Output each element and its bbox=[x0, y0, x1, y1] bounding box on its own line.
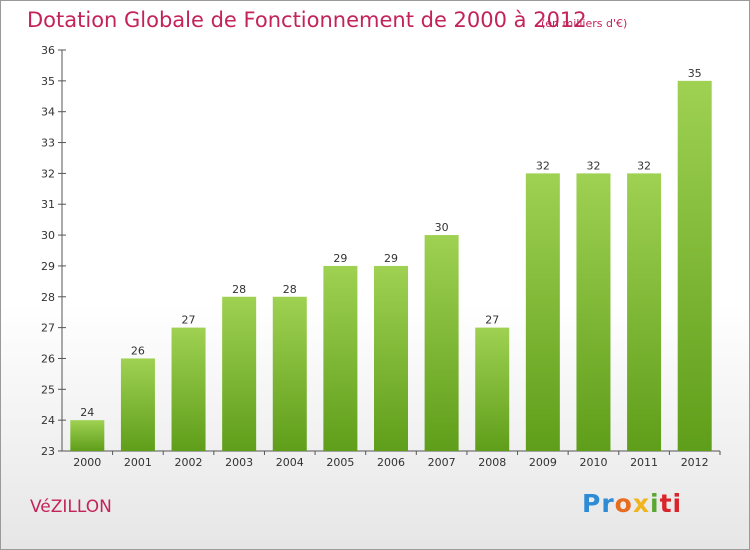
y-tick-label: 28 bbox=[41, 291, 55, 304]
data-label: 32 bbox=[586, 159, 600, 172]
bar bbox=[525, 173, 560, 451]
chart-subtitle: (en milliers d'€) bbox=[541, 17, 628, 30]
y-tick-label: 36 bbox=[41, 44, 55, 57]
y-tick-label: 26 bbox=[41, 352, 55, 365]
x-tick-label: 2011 bbox=[630, 456, 658, 469]
x-tick-label: 2010 bbox=[579, 456, 607, 469]
bar bbox=[222, 296, 257, 451]
y-tick-label: 30 bbox=[41, 229, 55, 242]
bar bbox=[323, 265, 358, 451]
bar bbox=[70, 420, 105, 451]
data-label: 29 bbox=[333, 252, 347, 265]
chart-title: Dotation Globale de Fonctionnement de 20… bbox=[27, 8, 587, 32]
bar bbox=[374, 265, 408, 451]
bar bbox=[627, 173, 662, 451]
x-tick-label: 2009 bbox=[529, 456, 557, 469]
data-label: 26 bbox=[131, 344, 145, 357]
bar bbox=[171, 327, 206, 451]
data-label: 30 bbox=[435, 221, 449, 234]
commune-name: VéZILLON bbox=[30, 497, 112, 517]
x-tick-label: 2008 bbox=[478, 456, 506, 469]
data-label: 28 bbox=[232, 283, 246, 296]
data-label: 29 bbox=[384, 252, 398, 265]
logo-part: i bbox=[649, 489, 660, 518]
y-tick-label: 34 bbox=[41, 106, 55, 119]
data-label: 28 bbox=[283, 283, 297, 296]
data-label: 24 bbox=[80, 406, 94, 419]
y-tick-label: 24 bbox=[41, 414, 55, 427]
x-tick-label: 2001 bbox=[124, 456, 152, 469]
x-tick-label: 2007 bbox=[428, 456, 456, 469]
bar bbox=[475, 327, 510, 451]
logo-part: ti bbox=[659, 489, 683, 518]
data-label: 27 bbox=[182, 314, 196, 327]
x-tick-label: 2004 bbox=[276, 456, 304, 469]
y-tick-label: 32 bbox=[41, 167, 55, 180]
x-tick-label: 2005 bbox=[326, 456, 354, 469]
y-tick-label: 33 bbox=[41, 137, 55, 150]
x-tick-label: 2000 bbox=[73, 456, 101, 469]
x-tick-label: 2006 bbox=[377, 456, 405, 469]
y-tick-label: 35 bbox=[41, 75, 55, 88]
data-label: 32 bbox=[637, 159, 651, 172]
y-tick-label: 29 bbox=[41, 260, 55, 273]
logo-part: x bbox=[632, 489, 650, 518]
proxiti-logo: Proxiti bbox=[582, 489, 682, 518]
logo-part: Pr bbox=[582, 489, 615, 518]
x-tick-label: 2002 bbox=[175, 456, 203, 469]
bar bbox=[576, 173, 611, 451]
y-tick-label: 27 bbox=[41, 322, 55, 335]
y-tick-label: 25 bbox=[41, 383, 55, 396]
logo-part: o bbox=[614, 489, 633, 518]
bar bbox=[424, 235, 459, 451]
x-tick-label: 2003 bbox=[225, 456, 253, 469]
data-label: 27 bbox=[485, 314, 499, 327]
y-tick-label: 23 bbox=[41, 445, 55, 458]
data-label: 35 bbox=[688, 67, 702, 80]
x-tick-label: 2012 bbox=[681, 456, 709, 469]
y-tick-label: 31 bbox=[41, 198, 55, 211]
bar bbox=[677, 80, 712, 451]
bar bbox=[272, 296, 307, 451]
bar bbox=[120, 358, 155, 451]
data-label: 32 bbox=[536, 159, 550, 172]
